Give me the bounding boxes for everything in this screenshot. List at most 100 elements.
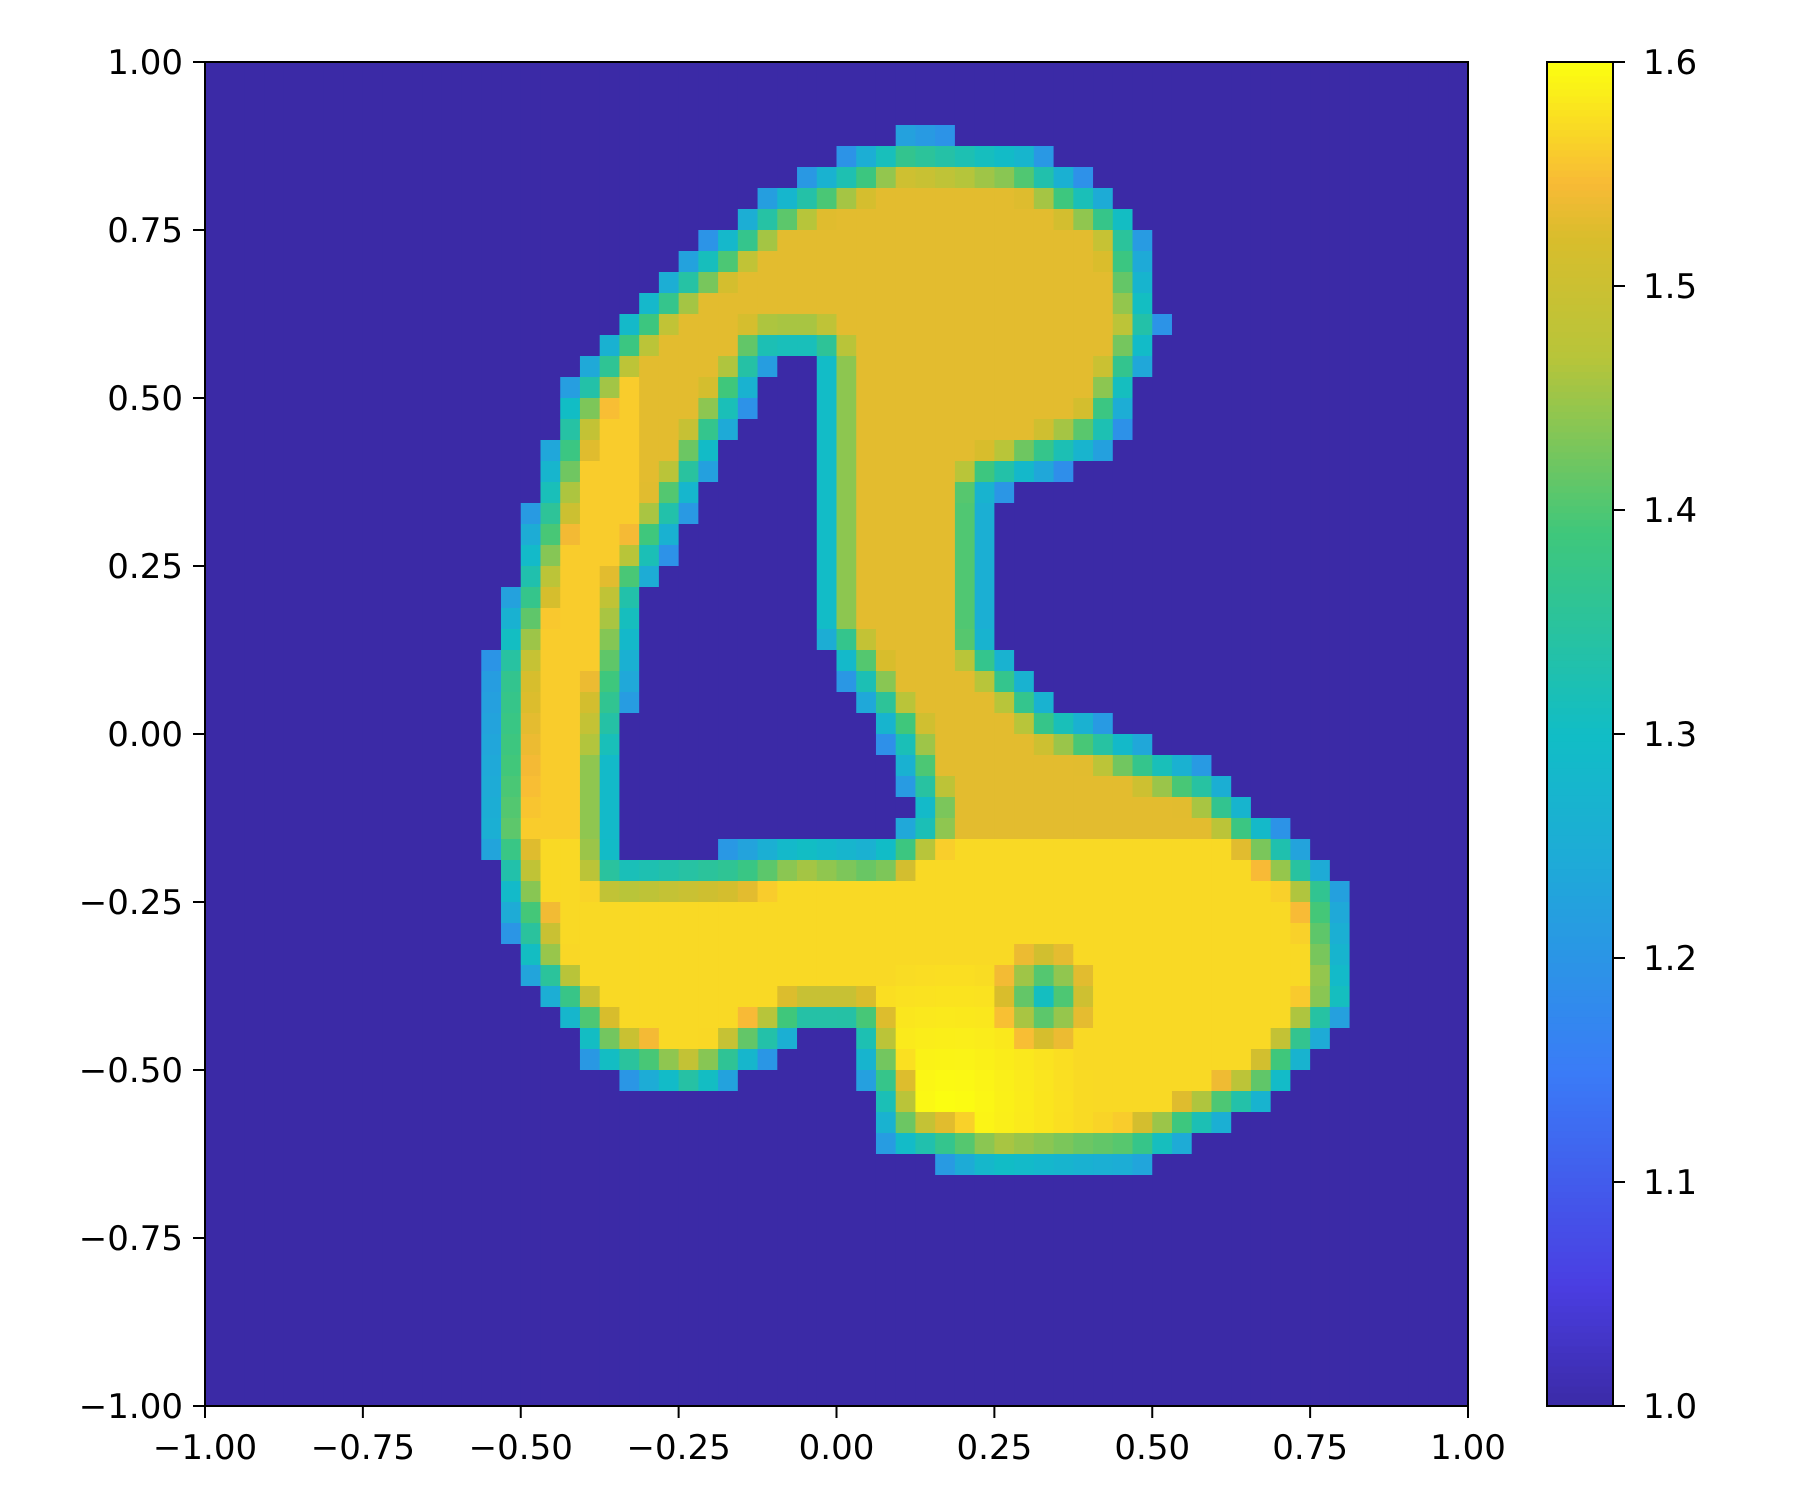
heatmap-cell	[1191, 167, 1213, 189]
heatmap-cell	[1290, 503, 1311, 525]
heatmap-cell	[1171, 419, 1193, 441]
heatmap-cell	[1033, 1070, 1055, 1092]
heatmap-cell	[1132, 1175, 1153, 1197]
heatmap-cell	[895, 545, 917, 567]
heatmap-cell	[362, 398, 384, 420]
heatmap-cell	[1014, 566, 1035, 588]
heatmap-cell	[757, 377, 778, 399]
heatmap-cell	[1389, 650, 1410, 672]
heatmap-cell	[1290, 755, 1311, 777]
heatmap-cell	[698, 377, 719, 399]
heatmap-cell	[856, 797, 877, 819]
heatmap-cell	[520, 1112, 542, 1134]
heatmap-cell	[1033, 83, 1055, 105]
heatmap-cell	[737, 377, 759, 399]
heatmap-cell	[264, 713, 285, 735]
heatmap-cell	[343, 587, 364, 609]
heatmap-cell	[1112, 335, 1134, 357]
heatmap-cell	[264, 797, 285, 819]
heatmap-cell	[1270, 83, 1291, 105]
heatmap-cell	[540, 881, 561, 903]
heatmap-cell	[1250, 524, 1272, 546]
heatmap-cell	[1073, 230, 1094, 252]
heatmap-cell	[1231, 692, 1252, 714]
heatmap-cell	[224, 713, 246, 735]
heatmap-cell	[264, 1028, 285, 1050]
colorbar-segment	[1547, 1244, 1613, 1253]
heatmap-cell	[1053, 1259, 1074, 1281]
heatmap-cell	[1428, 566, 1449, 588]
heatmap-cell	[895, 104, 917, 126]
heatmap-cell	[816, 797, 838, 819]
heatmap-cell	[343, 776, 364, 798]
heatmap-cell	[1408, 650, 1430, 672]
heatmap-cell	[816, 692, 838, 714]
heatmap-cell	[441, 1280, 463, 1302]
heatmap-cell	[619, 671, 640, 693]
heatmap-cell	[1408, 671, 1430, 693]
heatmap-cell	[205, 944, 226, 966]
heatmap-cell	[1073, 1091, 1094, 1113]
heatmap-cell	[954, 1049, 976, 1071]
heatmap-cell	[283, 881, 305, 903]
heatmap-cell	[1428, 188, 1449, 210]
heatmap-cell	[205, 62, 226, 84]
heatmap-cell	[1112, 839, 1134, 861]
heatmap-cell	[1270, 755, 1291, 777]
heatmap-cell	[560, 335, 581, 357]
heatmap-cell	[954, 524, 976, 546]
heatmap-cell	[441, 1196, 463, 1218]
heatmap-cell	[264, 1049, 285, 1071]
heatmap-cell	[718, 83, 739, 105]
heatmap-cell	[1191, 923, 1213, 945]
heatmap-cell	[915, 230, 936, 252]
heatmap-cell	[402, 902, 423, 924]
heatmap-cell	[1270, 1301, 1291, 1323]
heatmap-cell	[1369, 860, 1390, 882]
heatmap-cell	[441, 1049, 463, 1071]
heatmap-cell	[1250, 398, 1272, 420]
heatmap-cell	[1171, 314, 1193, 336]
heatmap-cell	[1310, 356, 1331, 378]
heatmap-cell	[402, 818, 423, 840]
heatmap-cell	[1191, 230, 1213, 252]
heatmap-cell	[402, 1175, 423, 1197]
heatmap-cell	[1428, 1112, 1449, 1134]
heatmap-cell	[1349, 692, 1370, 714]
heatmap-cell	[915, 566, 936, 588]
heatmap-cell	[402, 482, 423, 504]
heatmap-cell	[1211, 482, 1232, 504]
heatmap-cell	[856, 1259, 877, 1281]
heatmap-cell	[1408, 692, 1430, 714]
heatmap-cell	[560, 125, 581, 147]
heatmap-cell	[560, 461, 581, 483]
heatmap-cell	[382, 587, 403, 609]
heatmap-cell	[816, 608, 838, 630]
heatmap-cell	[1053, 209, 1074, 231]
heatmap-cell	[797, 671, 818, 693]
heatmap-cell	[224, 377, 246, 399]
heatmap-cell	[579, 881, 601, 903]
heatmap-cell	[1408, 1385, 1430, 1407]
heatmap-cell	[1329, 923, 1351, 945]
heatmap-cell	[619, 734, 640, 756]
heatmap-cell	[205, 1112, 226, 1134]
heatmap-cell	[994, 1238, 1015, 1260]
heatmap-cell	[718, 482, 739, 504]
heatmap-cell	[264, 881, 285, 903]
heatmap-cell	[1152, 188, 1173, 210]
heatmap-cell	[856, 1280, 877, 1302]
heatmap-cell	[974, 818, 995, 840]
heatmap-cell	[362, 356, 384, 378]
heatmap-cell	[1191, 314, 1213, 336]
heatmap-cell	[974, 1364, 995, 1386]
heatmap-cell	[915, 944, 936, 966]
heatmap-cell	[777, 503, 798, 525]
heatmap-cell	[797, 797, 818, 819]
heatmap-cell	[1171, 1196, 1193, 1218]
heatmap-cell	[797, 1175, 818, 1197]
heatmap-cell	[935, 230, 956, 252]
heatmap-cell	[994, 650, 1015, 672]
heatmap-cell	[323, 272, 344, 294]
heatmap-cell	[915, 1007, 936, 1029]
